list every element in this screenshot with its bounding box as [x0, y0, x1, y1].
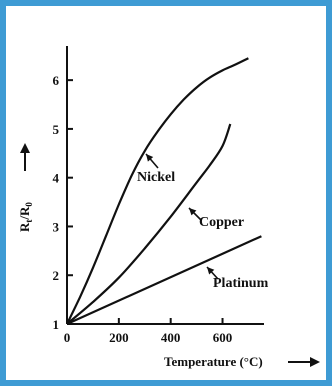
tick-marks: 1 2 3 4 5 6 0 200 400 600: [53, 73, 233, 345]
x-tick-label: 600: [213, 330, 233, 345]
series-labels: Nickel Copper Platinum: [137, 170, 269, 291]
y-axis-title: Rt/R0: [17, 202, 34, 232]
series-label-copper: Copper: [199, 215, 244, 230]
y-axis-title-group: Rt/R0: [17, 202, 34, 232]
y-tick-label: 3: [53, 219, 60, 234]
axis-titles: Temperature (°C) Rt/R0: [17, 143, 320, 369]
x-tick-label: 0: [64, 330, 71, 345]
y-tick-label: 6: [53, 73, 60, 88]
pointer-copper: [188, 207, 202, 221]
series-label-nickel: Nickel: [137, 170, 175, 185]
label-pointers: [145, 153, 219, 280]
x-axis-title: Temperature (°C): [164, 354, 263, 369]
x-tick-label: 400: [161, 330, 181, 345]
series-line-copper: [66, 123, 232, 325]
pointer-nickel: [145, 153, 159, 169]
y-tick-label: 5: [53, 122, 60, 137]
axes: [66, 46, 264, 325]
y-axis-arrow: [20, 143, 30, 171]
series-layer: [66, 57, 262, 326]
pointer-platinum: [206, 266, 219, 280]
series-line-nickel: [66, 57, 249, 325]
chart-panel: 1 2 3 4 5 6 0 200 400 600 Nickel Copper Platinum …: [6, 6, 326, 380]
series-line-platinum: [66, 235, 262, 326]
y-tick-label: 2: [53, 268, 60, 283]
y-tick-label: 1: [53, 317, 60, 332]
y-tick-label: 4: [53, 171, 60, 186]
x-axis-arrow: [288, 357, 320, 367]
x-tick-label: 200: [109, 330, 129, 345]
series-label-platinum: Platinum: [213, 276, 269, 291]
